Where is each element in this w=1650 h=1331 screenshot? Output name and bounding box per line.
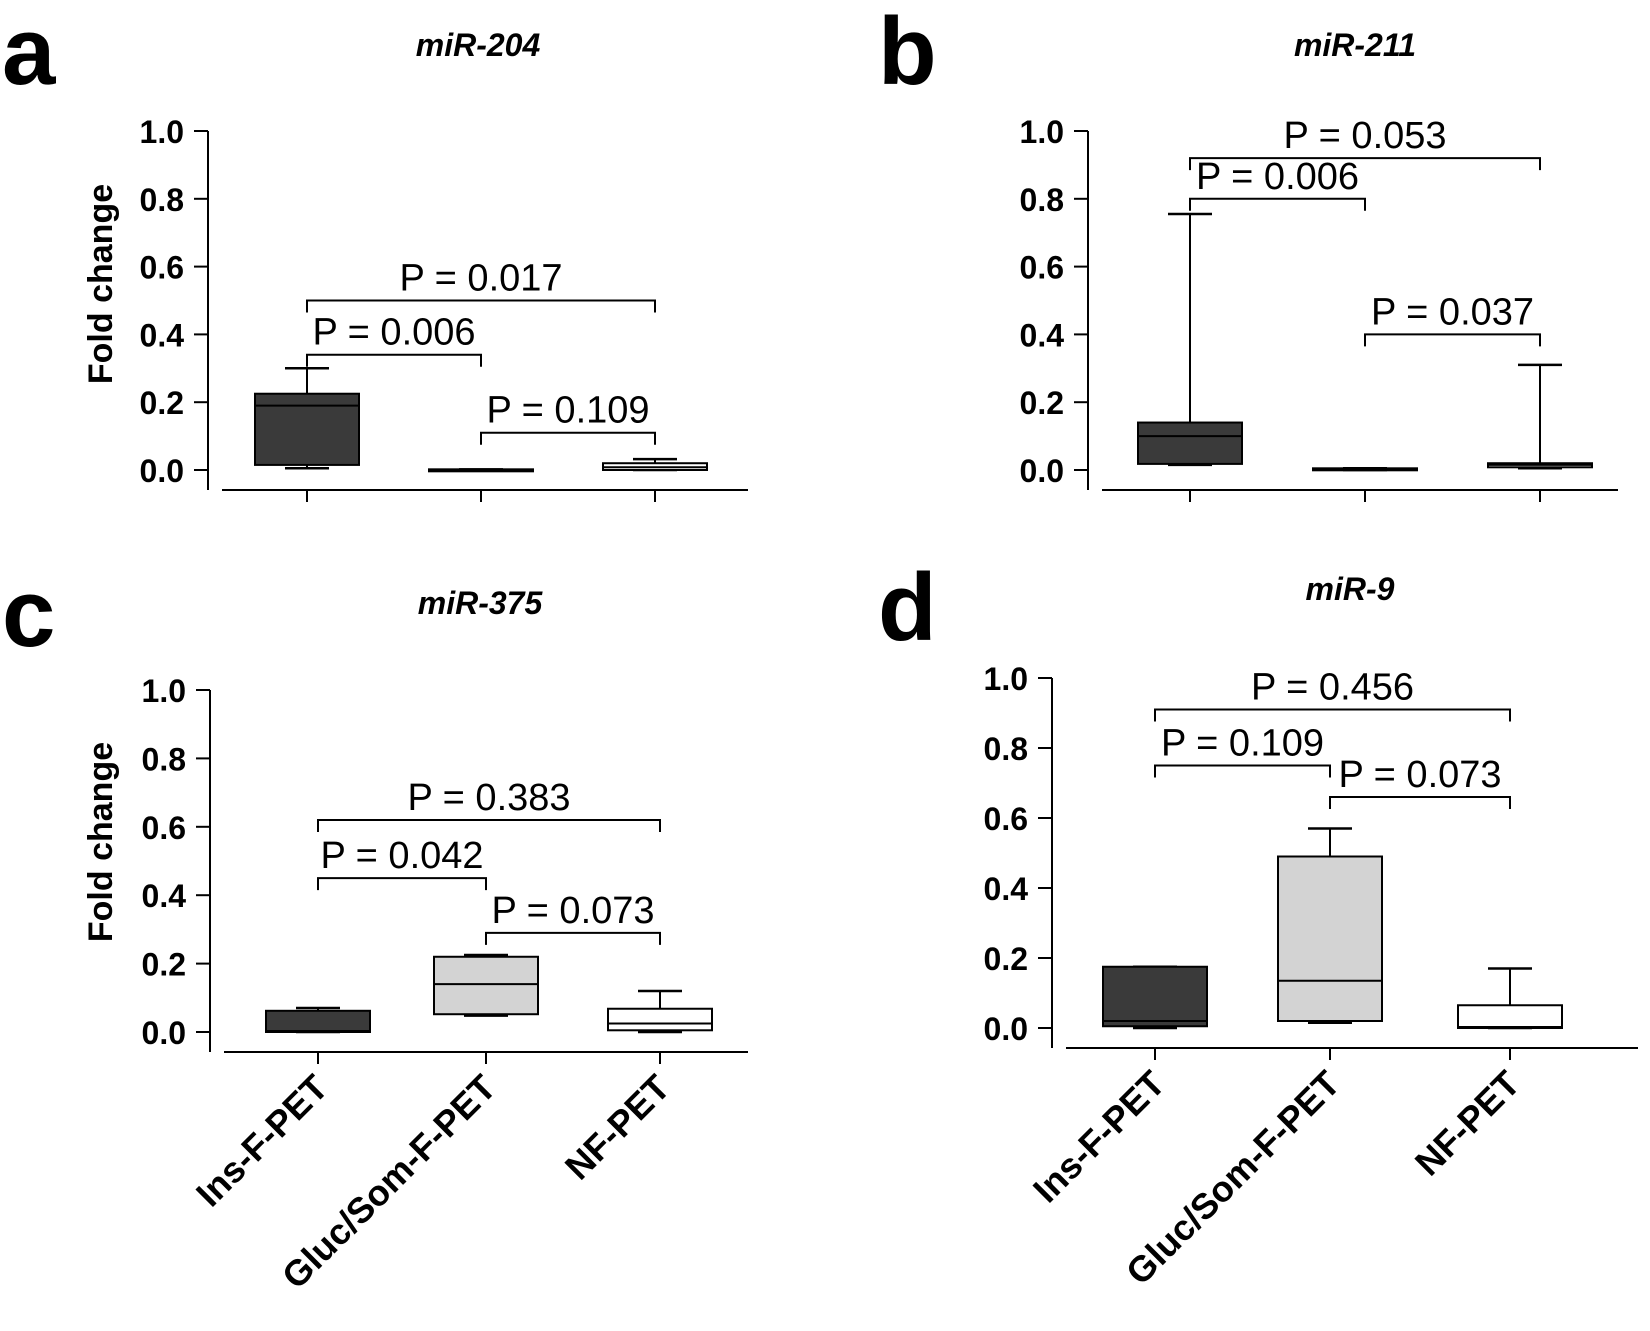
y-tick-label: 1.0 — [984, 661, 1028, 697]
y-tick-label: 0.6 — [1020, 250, 1064, 286]
comparison-bracket: P = 0.109 — [480, 390, 656, 445]
y-tick-label: 0.4 — [984, 871, 1029, 907]
y-tick-label: 0.2 — [142, 947, 186, 983]
comparison-bracket: P = 0.053 — [1189, 115, 1541, 171]
panel-label: d — [878, 554, 937, 661]
comparison-bracket: P = 0.073 — [485, 890, 661, 945]
bracket-line — [1329, 796, 1511, 809]
box-1 — [428, 468, 534, 473]
box-2 — [1457, 967, 1563, 1030]
comparison-bracket: P = 0.006 — [1189, 156, 1366, 211]
p-value-label: P = 0.109 — [1161, 723, 1324, 765]
chart-title: miR-375 — [418, 585, 544, 621]
panel-d: d miR-90.00.20.40.60.81.0Ins-F-PETGluc/So… — [878, 554, 1638, 1292]
comparison-bracket: P = 0.017 — [306, 258, 656, 313]
y-tick-label: 0.4 — [142, 878, 187, 914]
box-rect — [1277, 855, 1383, 1022]
x-category-label: NF-PET — [1407, 1063, 1528, 1184]
box-0 — [1102, 965, 1208, 1030]
bracket-line — [1189, 157, 1541, 171]
y-tick-label: 0.6 — [142, 810, 186, 846]
y-tick-label: 0.2 — [1020, 385, 1064, 421]
chart-title: miR-204 — [416, 27, 541, 63]
y-tick-label: 1.0 — [1020, 114, 1064, 150]
comparison-bracket: P = 0.456 — [1154, 667, 1511, 722]
box-1 — [433, 953, 539, 1017]
bracket-line — [485, 931, 661, 945]
box-rect — [433, 955, 539, 1016]
p-value-label: P = 0.383 — [407, 777, 570, 819]
comparison-bracket: P = 0.073 — [1329, 754, 1511, 809]
y-tick-label: 1.0 — [142, 673, 186, 709]
comparison-bracket: P = 0.042 — [317, 835, 487, 891]
p-value-label: P = 0.456 — [1251, 667, 1414, 709]
x-category-label: Ins-F-PET — [1025, 1063, 1173, 1211]
p-value-label: P = 0.006 — [312, 312, 475, 354]
box-2 — [1487, 363, 1593, 470]
chart-title: miR-211 — [1294, 27, 1416, 63]
panel-a: a miR-204 Fold change 0.0 0.2 0.4 0.6 0.8 1.0 P =… — [2, 0, 748, 502]
comparison-bracket: P = 0.037 — [1364, 291, 1541, 347]
bracket-line — [1189, 197, 1366, 211]
box-rect — [1137, 421, 1243, 465]
p-value-label: P = 0.042 — [320, 835, 483, 877]
box-2 — [607, 989, 713, 1034]
box-0 — [254, 367, 360, 470]
p-value-label: P = 0.073 — [1338, 754, 1501, 796]
y-tick-label: 0.8 — [142, 741, 186, 777]
p-value-label: P = 0.006 — [1196, 156, 1359, 198]
y-axis-label: Fold change — [82, 742, 120, 942]
p-value-label: P = 0.073 — [491, 890, 654, 932]
chart-title: miR-9 — [1306, 571, 1395, 607]
y-axis-label: Fold change — [82, 184, 120, 384]
p-value-label: P = 0.053 — [1283, 115, 1446, 157]
bracket-line — [306, 353, 482, 367]
x-category-label: NF-PET — [557, 1067, 678, 1188]
bracket-line — [1364, 333, 1541, 347]
comparison-bracket: P = 0.109 — [1154, 723, 1331, 778]
bracket-line — [1154, 764, 1331, 778]
y-tick-label: 0.0 — [140, 453, 184, 489]
y-tick-label: 0.0 — [1020, 453, 1064, 489]
y-tick-label: 0.0 — [142, 1015, 186, 1051]
panel-c: c miR-375 Fold change 0.0 0.2 0.4 0.6 0.8 1.0 Ins… — [2, 560, 748, 1296]
p-value-label: P = 0.109 — [486, 390, 649, 432]
box-0 — [1137, 212, 1243, 467]
box-1 — [1312, 467, 1418, 472]
p-value-label: P = 0.037 — [1371, 291, 1534, 333]
bracket-line — [317, 818, 661, 832]
y-tick-label: 0.4 — [140, 317, 185, 353]
x-category-label: Ins-F-PET — [188, 1067, 336, 1215]
bracket-line — [1154, 708, 1511, 722]
panel-label: b — [878, 0, 937, 105]
p-value-label: P = 0.017 — [399, 258, 562, 300]
panel-label: a — [2, 0, 56, 105]
bracket-line — [306, 299, 656, 313]
y-tick-label: 0.8 — [1020, 182, 1064, 218]
y-tick-label: 0.8 — [984, 731, 1028, 767]
box-2 — [602, 457, 708, 472]
y-tick-label: 0.2 — [140, 385, 184, 421]
comparison-bracket: P = 0.006 — [306, 312, 482, 367]
bracket-line — [317, 877, 487, 891]
y-tick-label: 0.4 — [1020, 317, 1065, 353]
y-tick-label: 0.6 — [140, 250, 184, 286]
y-tick-label: 0.6 — [984, 801, 1028, 837]
y-tick-label: 0.0 — [984, 1011, 1028, 1047]
bracket-line — [480, 431, 656, 445]
box-0 — [265, 1006, 371, 1034]
y-tick-label: 1.0 — [140, 114, 184, 150]
box-1 — [1277, 827, 1383, 1024]
box-rect — [254, 392, 360, 466]
box-rect — [607, 1007, 713, 1032]
comparison-bracket: P = 0.383 — [317, 777, 661, 832]
box-rect — [1102, 965, 1208, 1028]
panel-label: c — [2, 560, 55, 667]
y-tick-label: 0.8 — [140, 182, 184, 218]
y-tick-label: 0.2 — [984, 941, 1028, 977]
box-rect — [1457, 1004, 1563, 1029]
box-rect — [265, 1009, 371, 1034]
